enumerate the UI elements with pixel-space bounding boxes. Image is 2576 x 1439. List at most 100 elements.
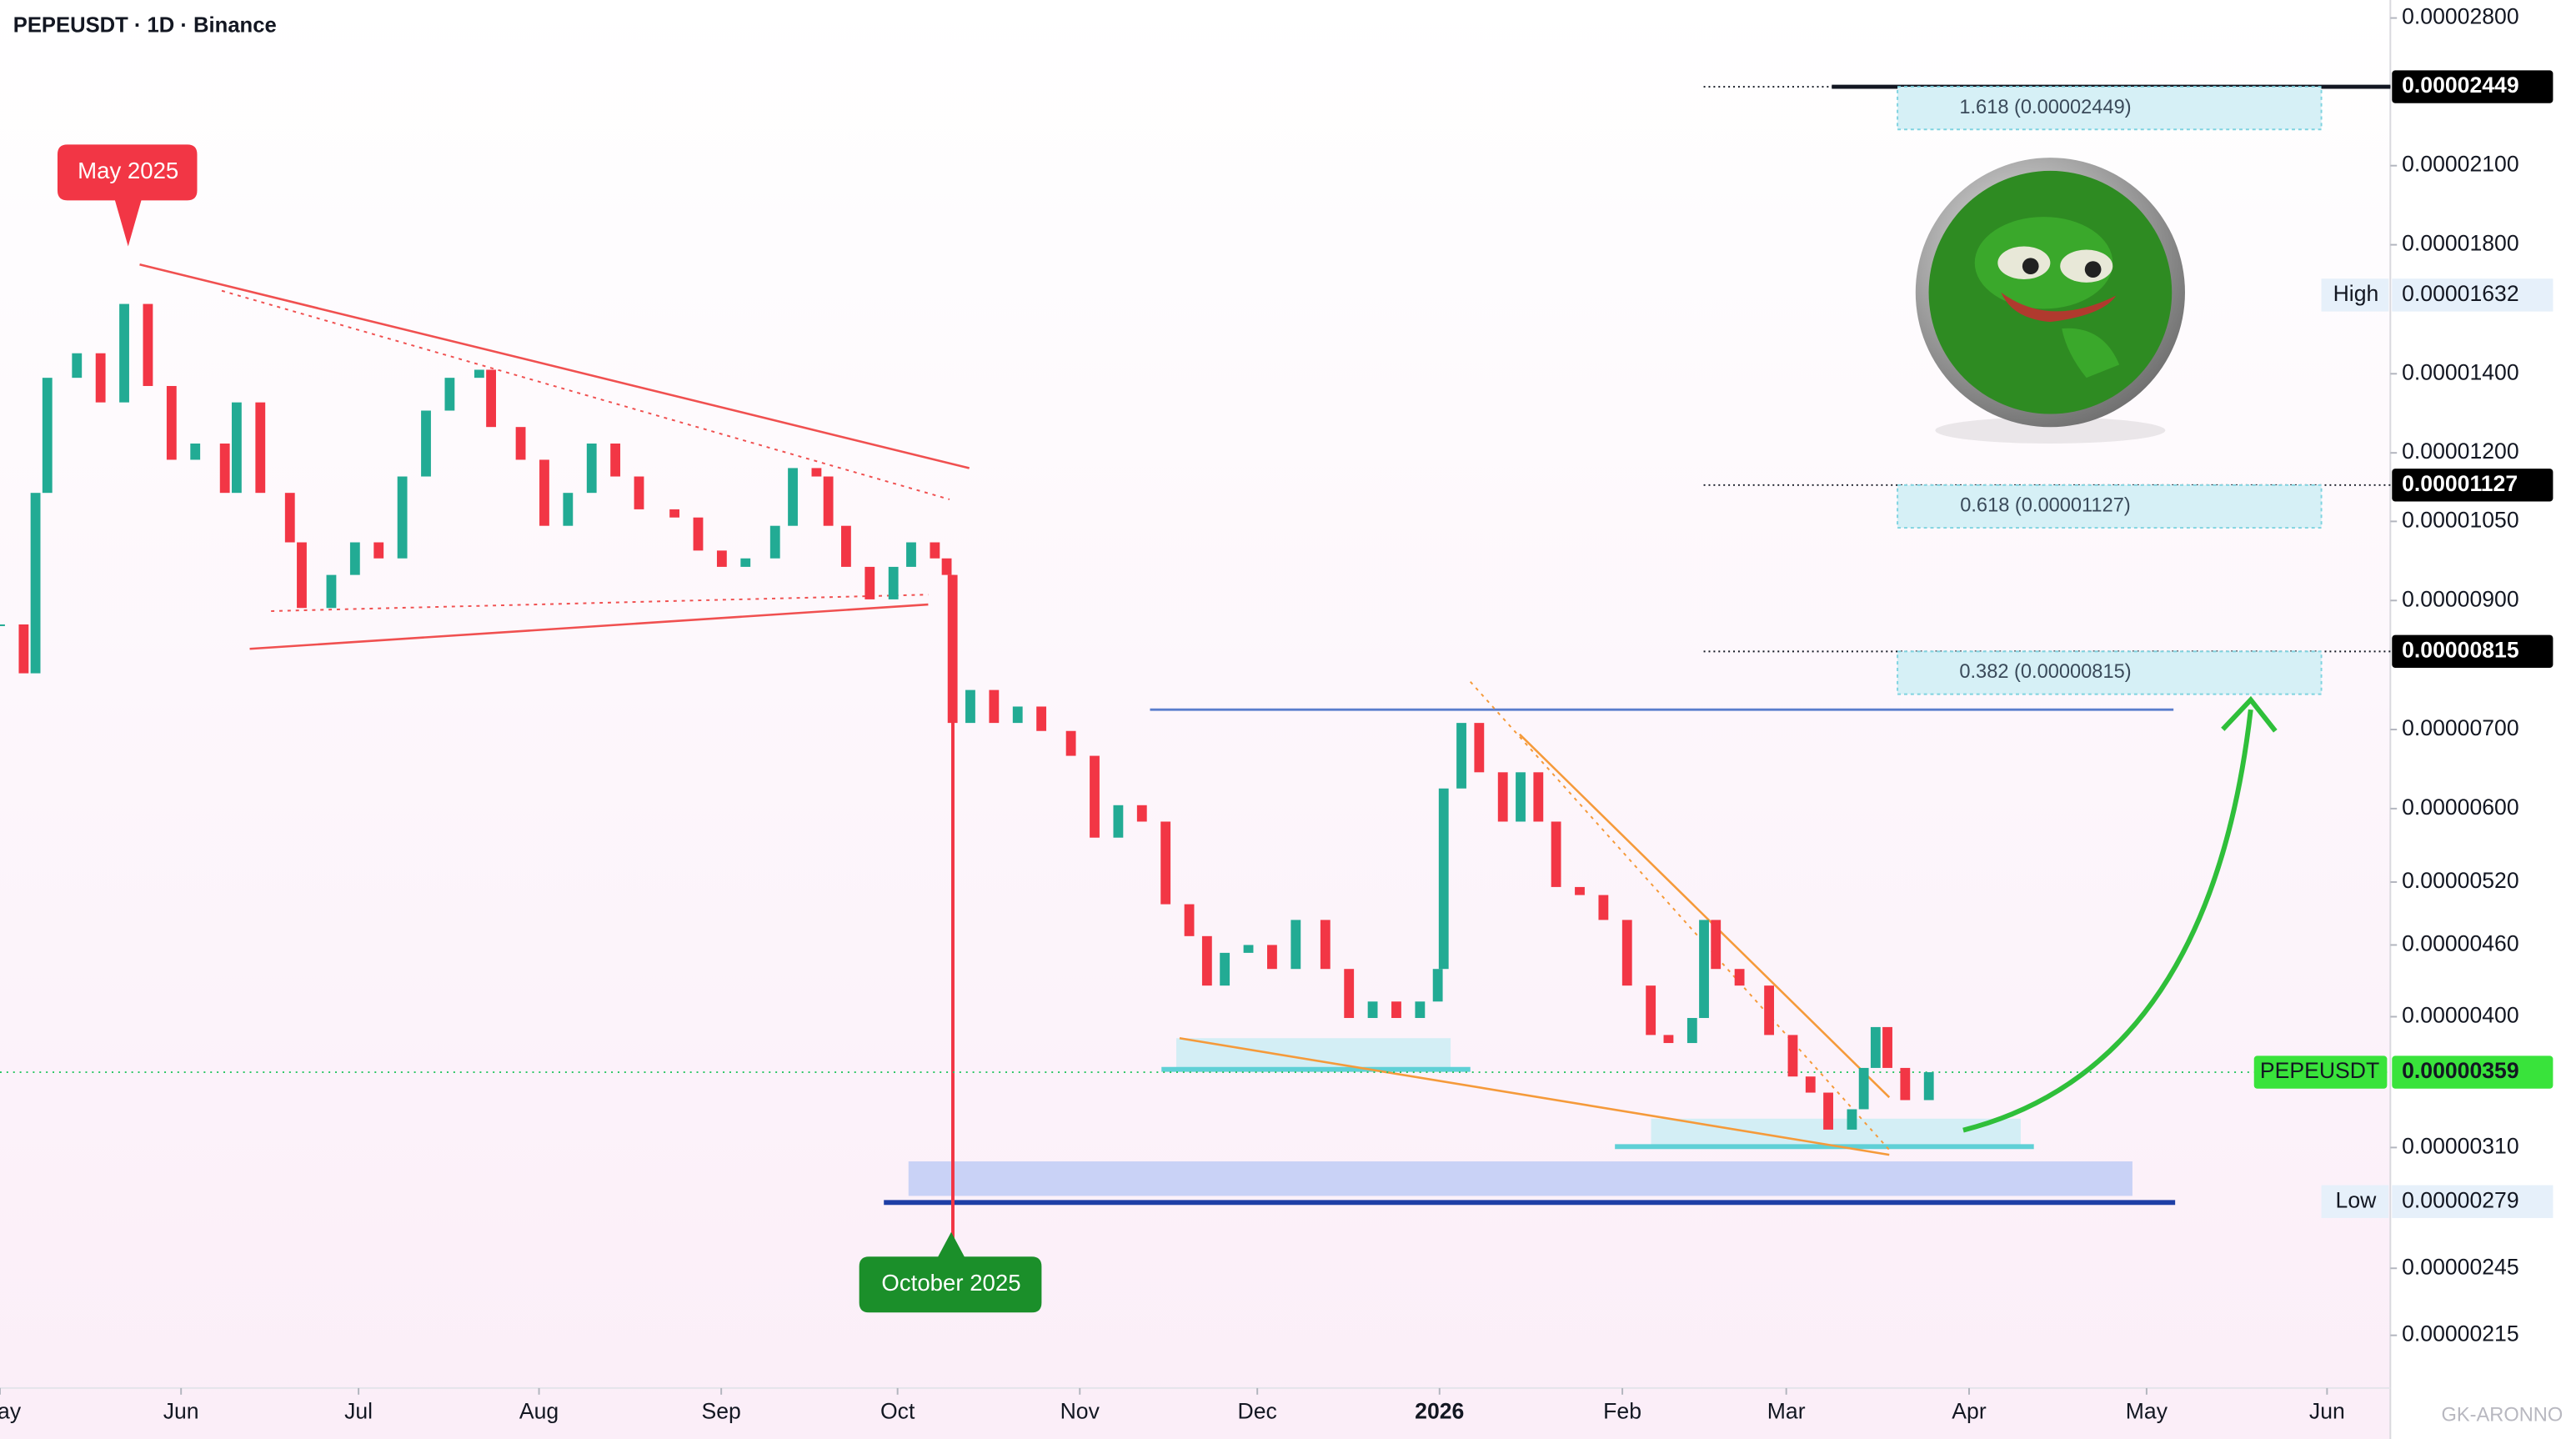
y-tick-label: 0.00001800 — [2402, 231, 2519, 256]
candle — [740, 558, 751, 567]
x-tick-label: Jun — [163, 1399, 199, 1424]
candle — [989, 689, 1000, 724]
candle — [906, 542, 916, 567]
trendline — [249, 603, 929, 650]
candle — [255, 402, 266, 494]
candle — [788, 468, 798, 526]
candle — [1456, 723, 1466, 789]
candle — [1497, 772, 1508, 822]
x-tick-label: May — [0, 1399, 22, 1424]
demand-zone — [1175, 1038, 1451, 1070]
candle — [421, 410, 431, 477]
candle — [397, 476, 408, 559]
candle — [95, 353, 106, 403]
candle — [769, 525, 780, 559]
trendline — [139, 263, 970, 469]
trendline — [1179, 1036, 1890, 1156]
candle — [444, 378, 455, 411]
price-tag-label: 0.00000279 — [2402, 1187, 2519, 1212]
watermark: GK-ARONNO — [2442, 1405, 2563, 1426]
candle — [1699, 920, 1709, 1019]
annotation: May 2025 — [78, 158, 178, 183]
y-tick-label: 0.00001400 — [2402, 359, 2519, 384]
y-tick-label: 0.00000215 — [2402, 1321, 2519, 1346]
x-tick-label: 2026 — [1415, 1399, 1464, 1424]
candle — [1184, 904, 1195, 936]
candle — [1882, 1026, 1892, 1068]
trendline — [1518, 733, 1891, 1099]
candle — [930, 542, 940, 559]
candle — [634, 476, 644, 509]
x-tick-label: Jul — [344, 1399, 373, 1424]
symbol-tag-label: PEPEUSDT — [2260, 1058, 2379, 1083]
candle — [1516, 772, 1526, 822]
candle — [474, 369, 484, 379]
y-tick-label: 0.00002100 — [2402, 152, 2519, 177]
candle — [1646, 985, 1656, 1035]
price-tag — [2392, 469, 2553, 502]
y-tick-label: 0.00000520 — [2402, 868, 2519, 893]
price-tag-label: 0.00001632 — [2402, 281, 2519, 306]
fib-label: 0.618 (0.00001127) — [1960, 495, 2131, 517]
candle — [1320, 920, 1331, 970]
candle — [326, 574, 337, 609]
candle — [1847, 1109, 1857, 1130]
candle — [1551, 821, 1561, 887]
candle — [1823, 1092, 1833, 1130]
candle — [841, 525, 851, 567]
candle — [811, 468, 822, 477]
x-tick-label: Mar — [1767, 1399, 1806, 1424]
candle — [486, 369, 496, 428]
fib-box — [1897, 484, 2323, 529]
fib-label: 1.618 (0.00002449) — [1959, 97, 2131, 118]
candle — [190, 444, 201, 460]
candle — [1113, 805, 1124, 838]
x-tick-label: Jun — [2309, 1399, 2345, 1424]
x-tick-label: Oct — [880, 1399, 915, 1424]
candle — [1858, 1067, 1869, 1110]
price-tag-label: 0.00001127 — [2402, 471, 2518, 496]
x-tick-label: Nov — [1060, 1399, 1100, 1424]
candle — [1805, 1076, 1816, 1093]
y-tick-label: 0.00002800 — [2402, 4, 2519, 29]
candle — [30, 493, 41, 674]
candle — [1220, 952, 1230, 986]
level-name-box — [2321, 1185, 2389, 1218]
candle — [284, 493, 295, 543]
candle — [0, 624, 5, 626]
candle — [373, 542, 384, 559]
candle — [947, 574, 958, 724]
candle — [297, 542, 307, 609]
y-tick-label: 0.00000900 — [2402, 586, 2519, 611]
candle — [1136, 805, 1147, 822]
price-tag-label: 0.00002449 — [2402, 73, 2519, 98]
candle — [1621, 920, 1632, 986]
y-tick-label: 0.00000400 — [2402, 1003, 2519, 1028]
candle — [1415, 1001, 1426, 1019]
candle — [1870, 1026, 1881, 1068]
candle — [1764, 985, 1775, 1035]
price-tag-label: 0.00000815 — [2402, 637, 2519, 662]
candle — [18, 624, 29, 674]
candle — [1344, 969, 1355, 1019]
x-tick-label: Sep — [701, 1399, 740, 1424]
candle — [515, 427, 526, 460]
candle — [72, 353, 83, 379]
x-tick-label: Apr — [1952, 1399, 1987, 1424]
y-tick-label: 0.00000310 — [2402, 1133, 2519, 1158]
support-zone — [908, 1161, 2132, 1196]
candle — [1711, 920, 1722, 970]
candle — [1686, 1018, 1697, 1044]
candle — [1474, 723, 1485, 773]
candle — [888, 566, 899, 599]
candle — [563, 493, 574, 526]
candle — [1438, 788, 1449, 970]
candle — [1036, 706, 1047, 731]
candle — [669, 509, 680, 518]
candle — [1201, 935, 1212, 986]
candle — [1012, 706, 1023, 724]
candle — [610, 444, 621, 477]
candle — [119, 303, 129, 403]
